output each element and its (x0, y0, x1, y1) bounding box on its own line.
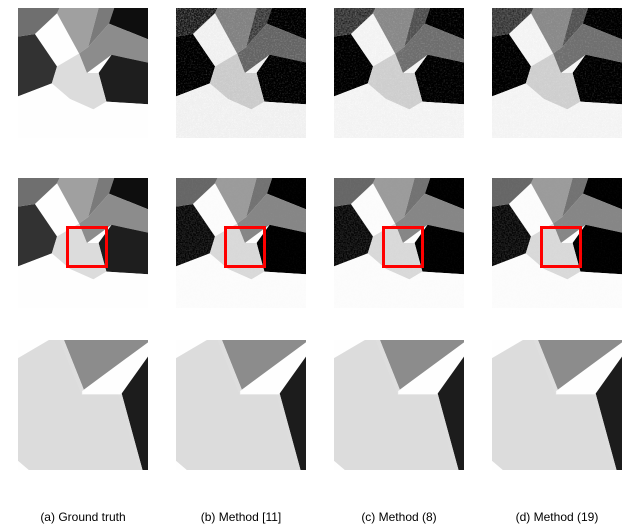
panel-r2-a (18, 178, 148, 308)
panel-r2-c (334, 178, 464, 308)
panel-r1-b (176, 8, 306, 138)
caption-c: (c) Method (8) (334, 510, 464, 524)
red-roi-box (540, 226, 582, 268)
red-roi-box (66, 226, 108, 268)
caption-a: (a) Ground truth (18, 510, 148, 524)
caption-b: (b) Method [11] (176, 510, 306, 524)
panel-r1-c (334, 8, 464, 138)
panel-r3-b (176, 340, 306, 470)
caption-row: (a) Ground truth (b) Method [11] (c) Met… (18, 510, 622, 524)
panel-r2-d (492, 178, 622, 308)
figure-grid (18, 8, 622, 470)
red-roi-box (224, 226, 266, 268)
panel-r1-a (18, 8, 148, 138)
panel-r3-a (18, 340, 148, 470)
panel-r2-b (176, 178, 306, 308)
red-roi-box (382, 226, 424, 268)
caption-d: (d) Method (19) (492, 510, 622, 524)
panel-r3-c (334, 340, 464, 470)
panel-r1-d (492, 8, 622, 138)
panel-r3-d (492, 340, 622, 470)
